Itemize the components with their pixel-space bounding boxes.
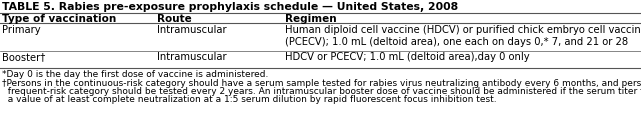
Text: Intramuscular: Intramuscular [157, 25, 227, 35]
Text: a value of at least complete neutralization at a 1:5 serum dilution by rapid flu: a value of at least complete neutralizat… [2, 95, 497, 105]
Text: TABLE 5. Rabies pre-exposure prophylaxis schedule — United States, 2008: TABLE 5. Rabies pre-exposure prophylaxis… [2, 2, 458, 12]
Text: Route: Route [157, 14, 192, 24]
Text: frequent-risk category should be tested every 2 years. An intramuscular booster : frequent-risk category should be tested … [2, 87, 641, 96]
Text: Booster†: Booster† [2, 52, 46, 62]
Text: *Day 0 is the day the first dose of vaccine is administered.: *Day 0 is the day the first dose of vacc… [2, 70, 269, 79]
Text: Human diploid cell vaccine (HDCV) or purified chick embryo cell vaccine
(PCECV);: Human diploid cell vaccine (HDCV) or pur… [285, 25, 641, 47]
Text: †Persons in the continuous-risk category should have a serum sample tested for r: †Persons in the continuous-risk category… [2, 79, 641, 87]
Text: HDCV or PCECV; 1.0 mL (deltoid area),day 0 only: HDCV or PCECV; 1.0 mL (deltoid area),day… [285, 52, 530, 62]
Text: Primary: Primary [2, 25, 40, 35]
Text: Regimen: Regimen [285, 14, 337, 24]
Text: Type of vaccination: Type of vaccination [2, 14, 116, 24]
Text: Intramuscular: Intramuscular [157, 52, 227, 62]
